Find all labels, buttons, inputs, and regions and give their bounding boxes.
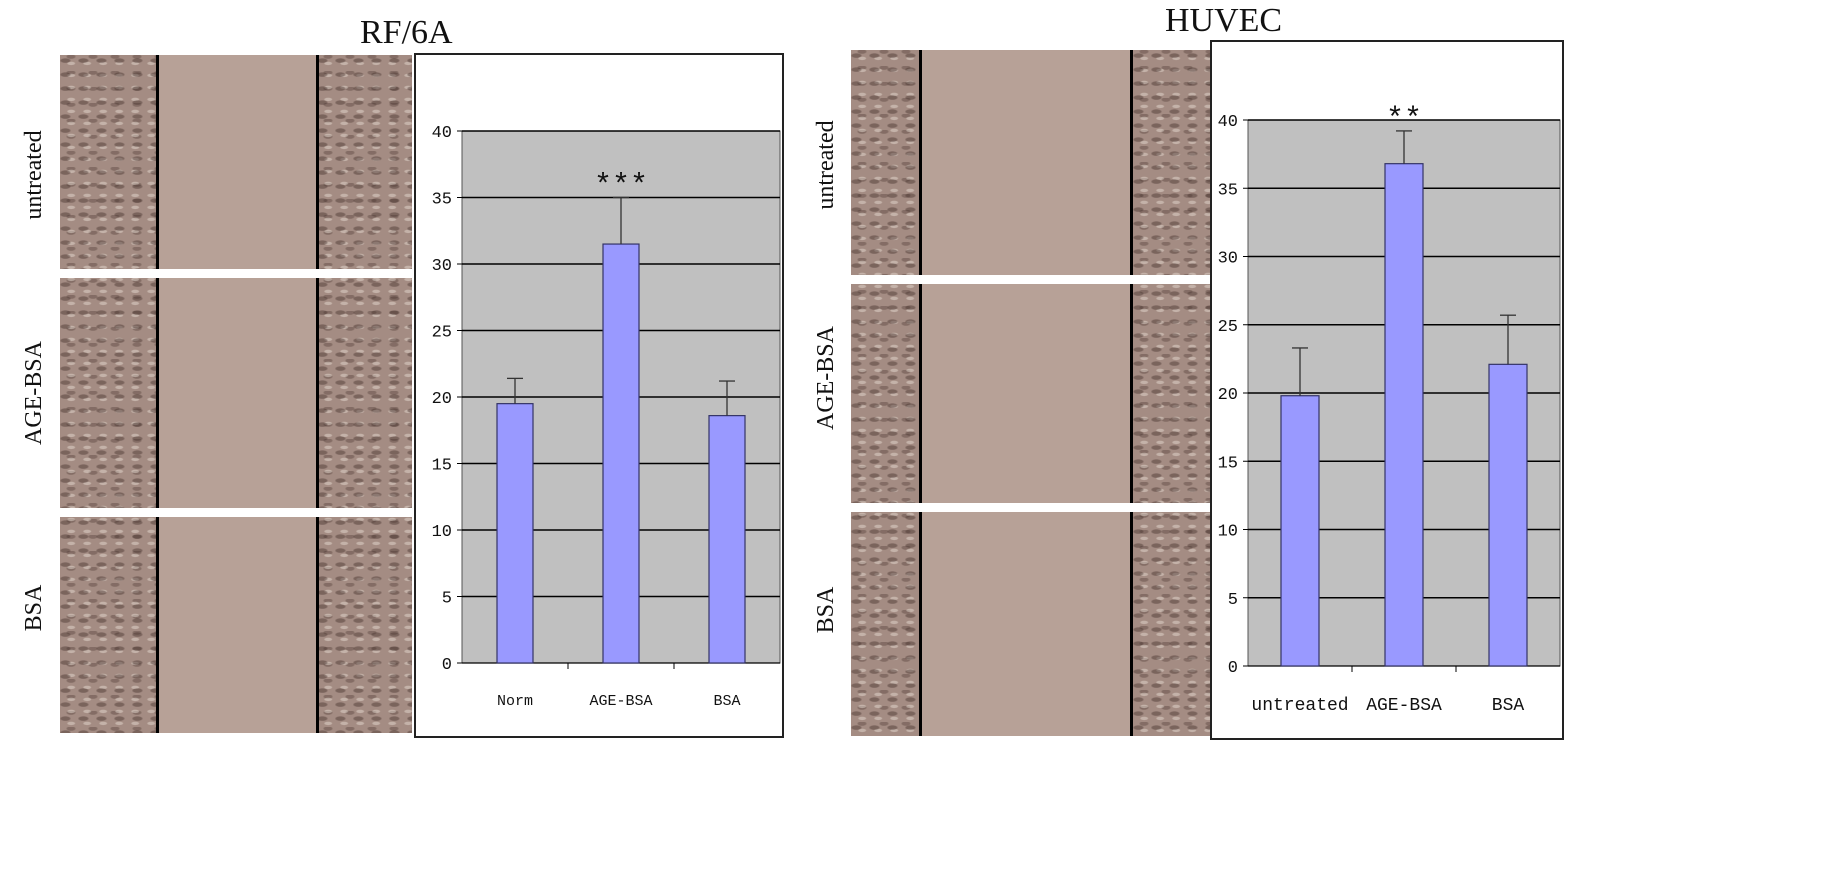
right-bar-chart: 0 5 10 15 20 25 30 35 40 untreated ** AGE-BSA BSA [1218, 103, 1561, 716]
right-chart-ytick-label: 35 [1218, 181, 1238, 200]
right-wound-edge-line-2 [1130, 50, 1133, 736]
left-row-separator-1 [60, 269, 412, 278]
right-chart-ytick-label: 0 [1228, 659, 1238, 678]
left-bar-chart: 0 5 10 15 20 25 30 35 40 Norm *** AGE-BSA BSA [432, 124, 781, 710]
left-row-label-untreated: untreated [21, 130, 47, 220]
right-wound-edge-line-1 [919, 50, 922, 736]
left-chart-ytick-label: 40 [432, 124, 452, 143]
right-panel-title: HUVEC [1165, 2, 1283, 39]
left-chart-ytick-label: 10 [432, 523, 452, 542]
right-chart-xtick-label-1: AGE-BSA [1366, 696, 1442, 716]
left-chart-ytick-label: 0 [442, 656, 452, 675]
right-microscopy-image [851, 50, 1211, 736]
right-chart-significance-1: ** [1386, 103, 1422, 137]
left-chart-xtick-label-0: Norm [497, 693, 533, 710]
right-row-label-age-bsa: AGE-BSA [813, 326, 839, 431]
right-chart-ytick-label: 30 [1218, 250, 1238, 269]
left-row-label-age-bsa: AGE-BSA [21, 341, 47, 446]
right-chart-frame: 0 5 10 15 20 25 30 35 40 untreated ** AGE-BSA BSA [1210, 40, 1564, 740]
left-chart-ytick-label: 25 [432, 324, 452, 343]
left-wound-edge-line-2 [316, 55, 319, 733]
left-chart-ytick-label: 30 [432, 257, 452, 276]
right-chart-ytick-label: 25 [1218, 318, 1238, 337]
left-row-separator-2 [60, 508, 412, 517]
right-chart-ytick-label: 40 [1218, 113, 1238, 132]
right-row-label-untreated: untreated [813, 120, 839, 210]
left-chart-xtick-label-1: AGE-BSA [589, 693, 652, 710]
left-chart-frame: 0 5 10 15 20 25 30 35 40 Norm *** AGE-BSA BSA [414, 53, 784, 738]
right-row-separator-1 [851, 275, 1211, 284]
right-chart-ytick-label: 15 [1218, 454, 1238, 473]
right-chart-xtick-label-2: BSA [1492, 696, 1525, 716]
right-chart-ytick-label: 10 [1218, 523, 1238, 542]
left-chart-ytick-label: 5 [442, 590, 452, 609]
left-panel-title: RF/6A [360, 14, 453, 51]
right-chart-ytick-label: 5 [1228, 591, 1238, 610]
left-chart-ytick-label: 35 [432, 191, 452, 210]
left-row-label-bsa: BSA [21, 584, 47, 632]
left-chart-significance-1: *** [594, 170, 648, 204]
right-chart-ytick-label: 20 [1218, 386, 1238, 405]
left-chart-bar-2 [708, 415, 746, 664]
left-chart-ytick-label: 20 [432, 390, 452, 409]
right-row-separator-2 [851, 503, 1211, 512]
left-chart-bar-1 [602, 243, 640, 664]
right-row-label-bsa: BSA [813, 586, 839, 634]
right-chart-bar-1 [1384, 163, 1424, 667]
left-wound-edge-line-1 [156, 55, 159, 733]
left-microscopy-image [60, 55, 412, 733]
left-chart-xtick-label-2: BSA [713, 693, 740, 710]
right-chart-xtick-label-0: untreated [1251, 696, 1348, 716]
left-chart-bar-0 [496, 403, 534, 664]
right-chart-bar-0 [1280, 395, 1320, 667]
right-chart-bar-2 [1488, 363, 1528, 667]
left-chart-ytick-label: 15 [432, 457, 452, 476]
